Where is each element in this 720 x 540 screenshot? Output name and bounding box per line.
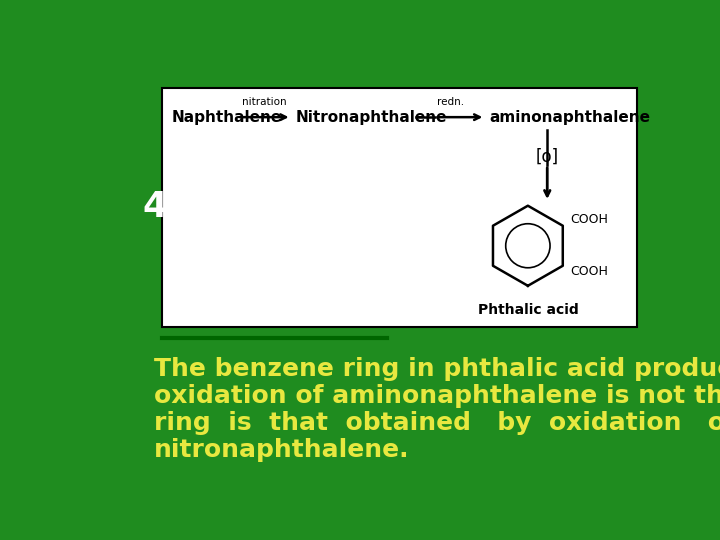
Text: nitronaphthalene.: nitronaphthalene.: [154, 438, 410, 462]
Text: nitration: nitration: [242, 97, 287, 107]
Text: 4-: 4-: [143, 190, 183, 224]
Text: COOH: COOH: [570, 266, 608, 279]
Text: COOH: COOH: [570, 213, 608, 226]
Text: aminonaphthalene: aminonaphthalene: [489, 110, 650, 125]
Text: oxidation of aminonaphthalene is not the same: oxidation of aminonaphthalene is not the…: [154, 384, 720, 408]
Text: redn.: redn.: [437, 97, 464, 107]
Text: ring  is  that  obtained   by  oxidation   of: ring is that obtained by oxidation of: [154, 411, 720, 435]
Text: Phthalic acid: Phthalic acid: [477, 302, 578, 316]
Text: The benzene ring in phthalic acid produced by: The benzene ring in phthalic acid produc…: [154, 357, 720, 381]
Text: Naphthalene: Naphthalene: [171, 110, 282, 125]
Text: Nitronaphthalene: Nitronaphthalene: [295, 110, 447, 125]
Bar: [162, 88, 637, 327]
Text: [o]: [o]: [536, 148, 559, 166]
